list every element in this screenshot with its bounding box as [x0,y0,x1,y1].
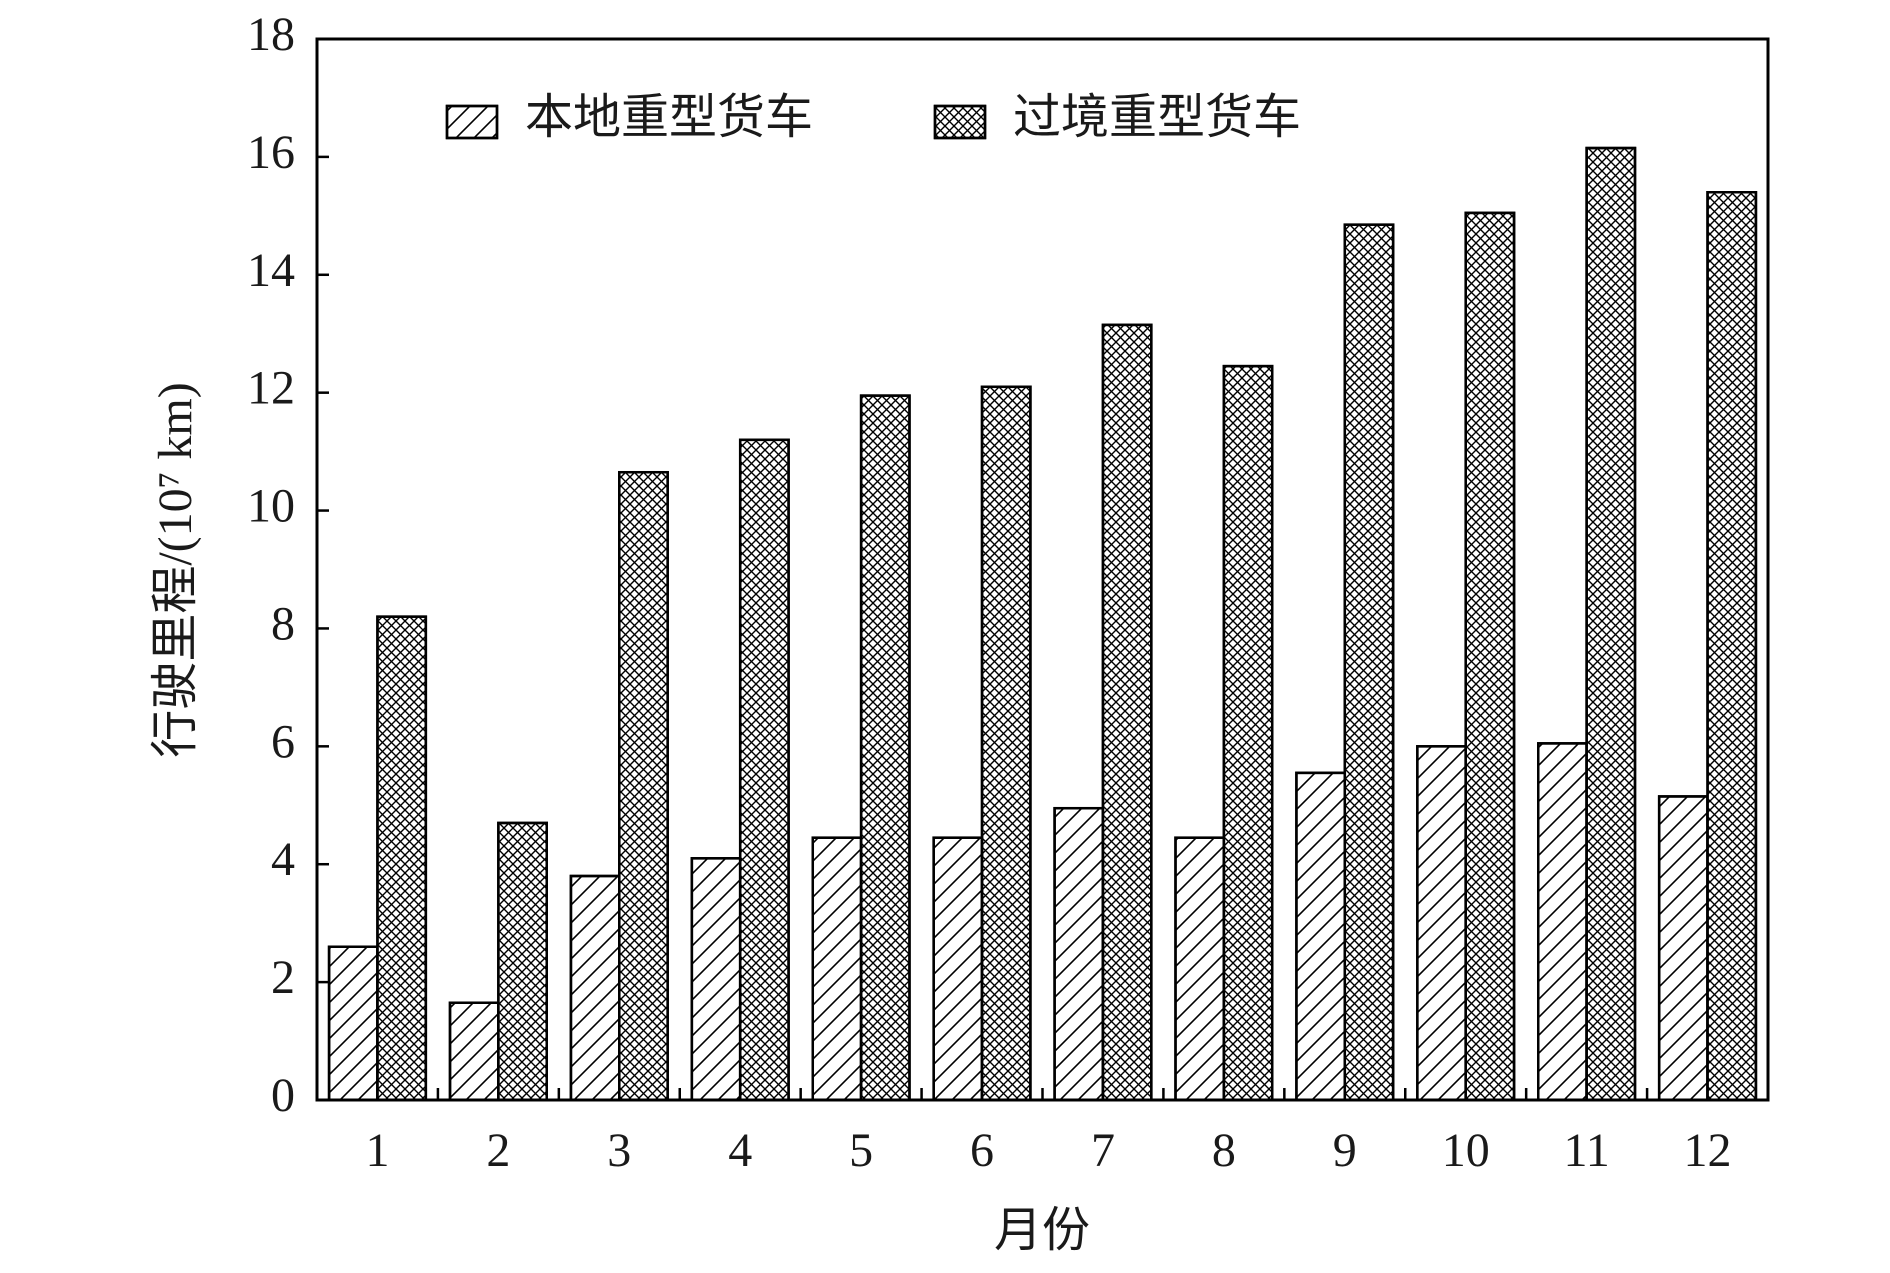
bar-hatch [690,857,742,1102]
legend-label: 本地重型货车 [525,91,813,144]
bar-hatch [618,470,669,1102]
x-tick-label: 2 [486,1124,510,1177]
y-axis-label: 行驶里程/(10⁷ km) [149,382,202,757]
bar-hatch [738,438,790,1102]
bar-hatch [448,1001,500,1102]
bar-hatch [859,394,911,1102]
y-tick-label: 14 [247,244,295,297]
bar-hatch [1657,795,1709,1102]
x-tick-label: 6 [970,1124,994,1177]
x-tick-label: 11 [1564,1124,1610,1177]
bar-hatch [1585,146,1637,1102]
bar-hatch [1343,223,1395,1102]
x-tick-label: 5 [849,1124,873,1177]
bar-hatch [376,615,428,1102]
bar-hatch [1053,806,1105,1102]
y-tick-label: 10 [247,480,295,533]
legend-swatch-hatch [445,104,499,140]
bar-hatch [1101,323,1153,1102]
bar-hatch [932,836,984,1102]
bar-hatch [569,874,621,1102]
y-tick-label: 12 [247,362,295,415]
bar-hatch [497,821,548,1102]
y-tick-label: 0 [271,1069,295,1122]
x-tick-label: 1 [365,1124,389,1177]
bar-hatch [1537,742,1588,1102]
bar-hatch [1295,771,1347,1102]
x-tick-label: 8 [1212,1124,1236,1177]
bar-hatch [1222,364,1274,1102]
bar-hatch [1416,745,1467,1102]
bar-hatch [1174,836,1226,1102]
x-tick-label: 7 [1091,1124,1115,1177]
y-tick-label: 18 [247,8,295,61]
y-tick-label: 2 [271,951,295,1004]
y-tick-label: 6 [271,715,295,768]
bar-hatch [327,945,379,1102]
x-tick-label: 9 [1333,1124,1357,1177]
bar-hatch [980,385,1032,1102]
bar-hatch [1706,191,1758,1102]
plot-frame [315,37,1770,1102]
x-tick-label: 12 [1684,1124,1732,1177]
legend-swatch-hatch [933,104,987,140]
bar-hatch [811,836,863,1102]
x-tick-label: 10 [1442,1124,1490,1177]
y-tick-label: 4 [271,833,295,886]
x-axis-label: 月份 [994,1204,1090,1257]
bar-hatch [1464,211,1516,1102]
y-tick-label: 8 [271,597,295,650]
x-tick-label: 3 [607,1124,631,1177]
legend-label: 过境重型货车 [1013,91,1301,144]
x-tick-label: 4 [728,1124,752,1177]
y-tick-label: 16 [247,126,295,179]
